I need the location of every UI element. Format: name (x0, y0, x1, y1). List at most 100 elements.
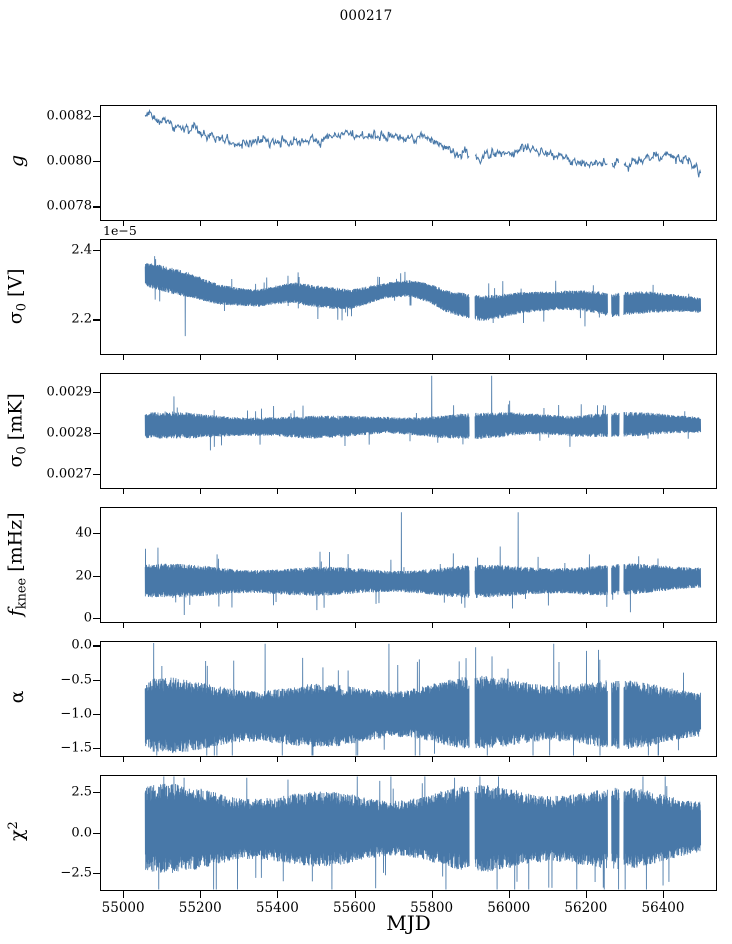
x-tick-mark-minor (123, 489, 125, 494)
x-tick-mark-minor (123, 221, 125, 226)
x-tick-label: 55000 (101, 900, 145, 916)
y-tick-mark (93, 392, 100, 394)
x-tick-mark (508, 891, 510, 898)
y-tick-mark (93, 832, 100, 834)
x-tick-mark-minor (200, 221, 202, 226)
y-tick-label-f-knee: 20 (75, 568, 92, 584)
x-tick-mark (431, 891, 433, 898)
figure-title: 000217 (339, 8, 393, 24)
x-tick-label: 55200 (178, 900, 222, 916)
x-tick-label: 55600 (333, 900, 376, 916)
subplot-sigma0-volt (100, 239, 717, 355)
y-tick-mark (93, 679, 100, 681)
x-axis-label: MJD (386, 911, 431, 935)
x-tick-mark (354, 891, 356, 898)
plot-area-sigma0-mk (101, 374, 716, 488)
y-tick-label-sigma0-mk: 0.0028 (46, 425, 93, 441)
x-tick-mark-minor (123, 757, 125, 762)
y-axis-label-sigma0-mk: σ0 [mK] (4, 393, 30, 468)
y-tick-label-f-knee: 0 (83, 610, 92, 626)
x-tick-label: 56000 (487, 900, 531, 916)
y-tick-mark (93, 792, 100, 794)
y-tick-label-gain: 0.0080 (46, 153, 93, 169)
x-tick-mark-minor (508, 489, 510, 494)
x-tick-mark-minor (200, 623, 202, 628)
y-tick-label-alpha: −1.5 (60, 740, 92, 756)
x-tick-mark-minor (431, 757, 433, 762)
plot-area-f-knee (101, 508, 716, 622)
y-tick-label-gain: 0.0078 (46, 198, 93, 214)
y-tick-label-f-knee: 40 (75, 525, 92, 541)
x-tick-label: 56400 (641, 900, 685, 916)
y-axis-label-gain: g (6, 154, 28, 168)
x-tick-mark-minor (123, 623, 125, 628)
y-tick-mark (93, 575, 100, 577)
y-tick-mark (93, 617, 100, 619)
x-tick-label: 55800 (410, 900, 454, 916)
x-tick-mark-minor (508, 623, 510, 628)
y-tick-mark (93, 873, 100, 875)
x-tick-mark-minor (431, 623, 433, 628)
y-axis-label-chi-squared: χ2 (5, 821, 29, 841)
y-tick-mark (93, 161, 100, 163)
x-tick-mark-minor (123, 355, 125, 360)
y-tick-label-sigma0-mk: 0.0029 (46, 384, 93, 400)
y-tick-label-alpha: −1.0 (60, 706, 92, 722)
x-tick-mark-minor (585, 221, 587, 226)
x-tick-mark-minor (200, 489, 202, 494)
y-tick-mark (93, 747, 100, 749)
x-tick-mark-minor (663, 355, 665, 360)
plot-area-sigma0-volt (101, 240, 716, 354)
x-tick-mark-minor (277, 355, 279, 360)
plot-area-chi-squared (101, 776, 716, 890)
x-tick-mark-minor (508, 355, 510, 360)
y-tick-mark (93, 206, 100, 208)
x-tick-mark-minor (354, 355, 356, 360)
x-tick-mark (663, 891, 665, 898)
y-axis-label-alpha: α (6, 690, 28, 704)
subplot-sigma0-mk (100, 373, 717, 489)
y-tick-label-alpha: 0.0 (71, 637, 92, 653)
y-tick-mark (93, 473, 100, 475)
x-tick-mark (123, 891, 125, 898)
y-axis-label-sigma0-volt: σ0 [V] (4, 268, 30, 325)
plot-area-alpha (101, 642, 716, 756)
subplot-chi-squared (100, 775, 717, 891)
x-tick-mark-minor (585, 355, 587, 360)
y-tick-mark (93, 533, 100, 535)
x-tick-mark-minor (431, 489, 433, 494)
x-tick-label: 55400 (255, 900, 299, 916)
y-tick-label-alpha: −0.5 (60, 672, 92, 688)
y-tick-label-chi-squared: 0.0 (71, 825, 92, 841)
x-tick-mark-minor (277, 221, 279, 226)
y-tick-label-sigma0-mk: 0.0027 (46, 466, 93, 482)
x-tick-mark-minor (431, 221, 433, 226)
y-tick-label-gain: 0.0082 (46, 108, 93, 124)
x-tick-mark-minor (585, 757, 587, 762)
x-tick-mark-minor (663, 757, 665, 762)
x-tick-mark (200, 891, 202, 898)
plot-area-gain (101, 106, 716, 220)
x-tick-mark-minor (354, 757, 356, 762)
y-tick-mark (93, 116, 100, 118)
x-tick-mark (585, 891, 587, 898)
x-tick-mark-minor (354, 221, 356, 226)
y-tick-label-sigma0-volt: 2.4 (71, 242, 92, 258)
y-tick-mark (93, 319, 100, 321)
x-tick-label: 56200 (564, 900, 608, 916)
x-tick-mark-minor (200, 355, 202, 360)
x-tick-mark-minor (277, 757, 279, 762)
x-tick-mark (277, 891, 279, 898)
x-tick-mark-minor (431, 355, 433, 360)
x-tick-mark-minor (663, 623, 665, 628)
subplot-alpha (100, 641, 717, 757)
y-axis-label-f-knee: fknee [mHz] (4, 512, 30, 617)
y-tick-mark (93, 713, 100, 715)
x-tick-mark-minor (354, 489, 356, 494)
x-tick-mark-minor (585, 623, 587, 628)
x-tick-mark-minor (277, 489, 279, 494)
x-tick-mark-minor (663, 221, 665, 226)
x-tick-mark-minor (508, 757, 510, 762)
x-tick-mark-minor (200, 757, 202, 762)
